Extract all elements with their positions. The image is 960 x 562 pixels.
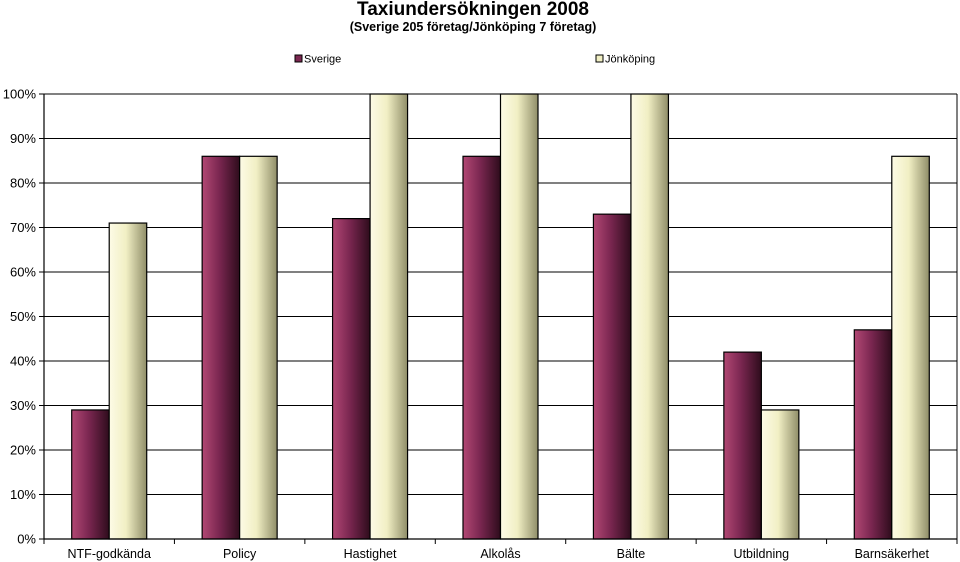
y-tick-label: 20% <box>10 443 36 458</box>
y-axis-labels: 0% 10% 20% 30% 40% 50% 60% 70% 80% 90% 100% <box>3 87 37 547</box>
x-tick-label: Barnsäkerhet <box>855 547 930 561</box>
bar-sverige-alkolas <box>462 155 502 540</box>
bar-jonkoping-barnsakerhet <box>891 155 930 540</box>
x-tick-label: Policy <box>223 547 257 561</box>
x-tick-label: Utbildning <box>734 547 790 561</box>
y-tick-label: 40% <box>10 354 36 369</box>
bar-sverige-barnsakerhet <box>853 329 893 540</box>
y-tick-label: 10% <box>10 487 36 502</box>
bar-sverige-policy <box>201 155 241 540</box>
chart-title: Taxiundersökningen 2008 <box>357 0 589 20</box>
legend-label-jonkoping: Jönköping <box>605 54 655 66</box>
bar-jonkoping-policy <box>239 155 278 540</box>
bar-sverige-balte <box>592 213 632 540</box>
bar-jonkoping-ntf-godkanda <box>108 222 148 540</box>
y-tick-label: 50% <box>10 309 36 324</box>
bar-jonkoping-utbildning <box>760 409 800 540</box>
legend-label-sverige: Sverige <box>304 54 341 66</box>
y-tick-label: 0% <box>17 532 36 547</box>
legend-swatch-sverige <box>294 54 303 63</box>
bar-sverige-utbildning <box>723 351 762 540</box>
y-tick-label: 90% <box>10 131 36 146</box>
x-tick-label: Alkolås <box>480 547 520 561</box>
bar-jonkoping-balte <box>630 93 670 540</box>
y-tick-label: 70% <box>10 220 36 235</box>
x-axis-labels: NTF-godkända Policy Hastighet Alkolås Bälte U… <box>68 547 930 561</box>
x-tick-label: Bälte <box>617 547 646 561</box>
chart-subtitle: (Sverige 205 företag/Jönköping 7 företag… <box>349 20 597 34</box>
y-tick-label: 80% <box>10 176 36 191</box>
bar-jonkoping-alkolas <box>499 93 539 540</box>
y-tick-label: 100% <box>3 87 37 102</box>
y-tick-label: 60% <box>10 265 36 280</box>
x-tick-label: Hastighet <box>344 547 397 561</box>
bar-sverige-hastighet <box>331 218 371 540</box>
bar-jonkoping-hastighet <box>369 93 409 540</box>
bar-sverige-ntf-godkanda <box>71 409 110 540</box>
legend: Sverige Jönköping <box>294 54 655 66</box>
x-tick-label: NTF-godkända <box>68 547 151 561</box>
legend-swatch-jonkoping <box>595 54 604 63</box>
y-tick-label: 30% <box>10 398 36 413</box>
axes <box>39 93 958 544</box>
